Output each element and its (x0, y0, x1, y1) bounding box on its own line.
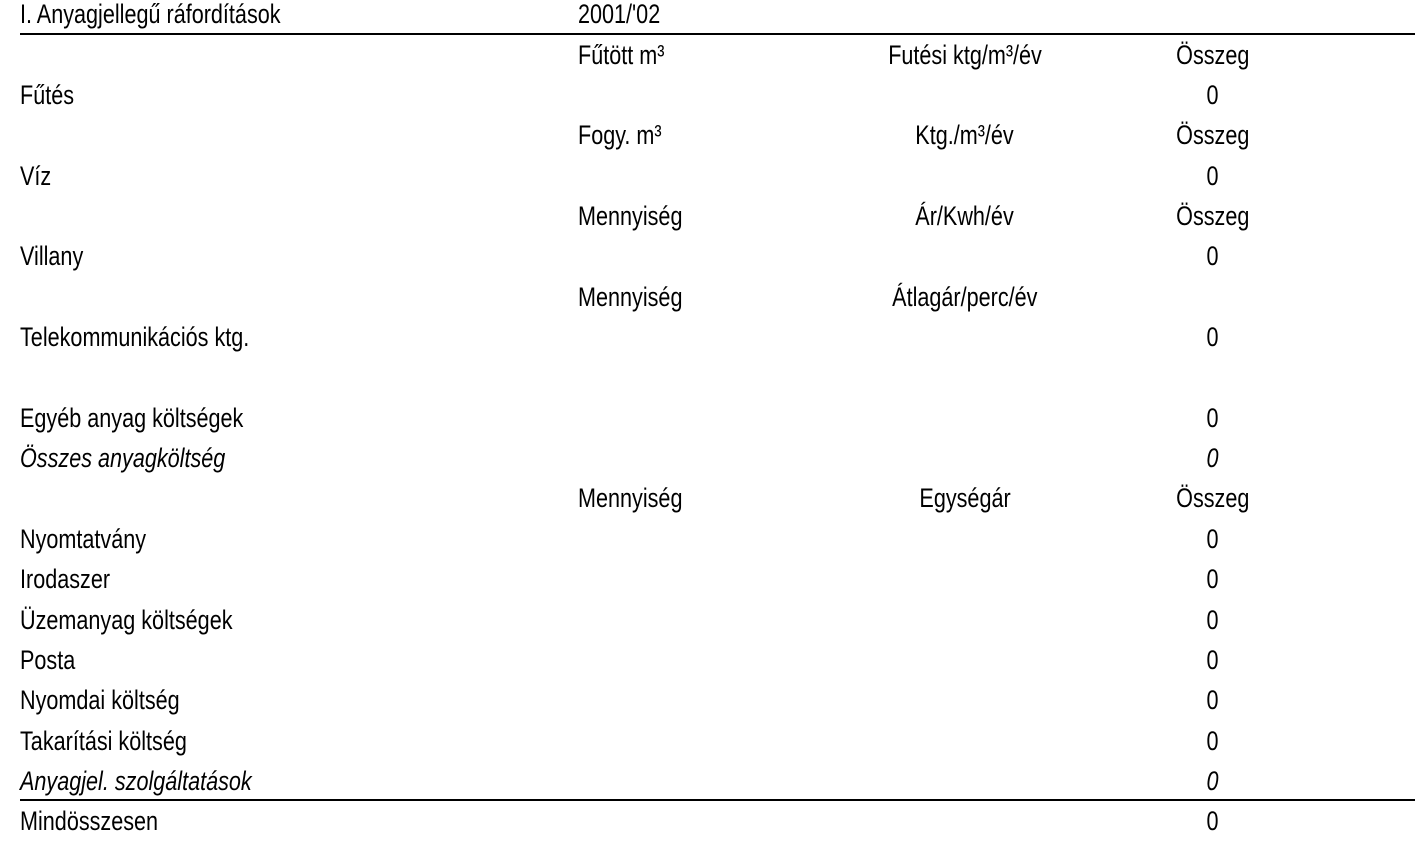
row-label: Egyéb anyag költségek (20, 402, 244, 433)
table-row: Üzemanyag költségek 0 (0, 604, 1415, 644)
total-row: Mindösszesen 0 (0, 805, 1415, 845)
row-label: Üzemanyag költségek (20, 604, 233, 635)
amount-cell: 0 (1206, 685, 1220, 716)
table-row: Összes anyagköltség 0 (0, 442, 1415, 482)
amount-cell: 0 (1206, 806, 1220, 837)
column-header-row: Mennyiség Egységár Összeg (0, 482, 1415, 522)
amount-cell: 0 (1206, 79, 1220, 110)
table-row: Villany 0 (0, 240, 1415, 280)
title-row: I. Anyagjellegű ráfordítások 2001/'02 (0, 0, 1415, 38)
table-row: Anyagjel. szolgáltatások 0 (0, 765, 1415, 805)
row-label: Nyomdai költség (20, 685, 180, 716)
column-header-row: Mennyiség Átlagár/perc/év (0, 281, 1415, 321)
row-label: Anyagjel. szolgáltatások (20, 765, 252, 796)
amount-cell: Összeg (1176, 39, 1250, 70)
column-header-row: Fűtött m³ Futési ktg/m³/év Összeg (0, 39, 1415, 79)
row-label: Posta (20, 644, 76, 675)
column-cell: Mennyiség (578, 281, 683, 312)
column-header-row: Fogy. m³ Ktg./m³/év Összeg (0, 119, 1415, 159)
amount-cell: 0 (1206, 644, 1220, 675)
table-row (0, 361, 1415, 401)
amount-cell: 0 (1206, 402, 1220, 433)
total-divider (20, 799, 1415, 801)
column-cell: Futési ktg/m³/év (888, 39, 1042, 70)
column-cell: Mennyiség (578, 201, 683, 231)
amount-cell: 0 (1206, 604, 1220, 635)
row-label: Takarítási költség (20, 725, 187, 756)
row-label: Irodaszer (20, 564, 111, 595)
amount-cell: 0 (1206, 765, 1220, 796)
row-label: Villany (20, 241, 84, 272)
amount-cell: 0 (1206, 322, 1220, 353)
table-row: Víz 0 (0, 160, 1415, 200)
column-cell: Egységár (919, 483, 1011, 514)
table-row: Nyomdai költség 0 (0, 684, 1415, 724)
row-label: Fűtés (20, 79, 75, 110)
column-cell: Mennyiség (578, 483, 683, 514)
amount-cell: 0 (1206, 160, 1220, 191)
amount-cell: Összeg (1176, 483, 1250, 514)
table-row: Posta 0 (0, 644, 1415, 684)
column-cell: Ktg./m³/év (915, 120, 1015, 151)
row-label: Összes anyagköltség (20, 443, 226, 474)
amount-cell: 0 (1206, 443, 1220, 474)
amount-cell: 0 (1206, 523, 1220, 554)
section-title: I. Anyagjellegű ráfordítások (20, 0, 281, 29)
table-row: Egyéb anyag költségek 0 (0, 402, 1415, 442)
column-cell: Fűtött m³ (578, 39, 665, 70)
amount-cell: 0 (1206, 725, 1220, 756)
table-row: Irodaszer 0 (0, 563, 1415, 603)
table-row: Fűtés 0 (0, 79, 1415, 119)
table-row: Nyomtatvány 0 (0, 523, 1415, 563)
row-label: Mindösszesen (20, 806, 159, 837)
year-label: 2001/'02 (578, 0, 661, 29)
table-row: Telekommunikációs ktg. 0 (0, 321, 1415, 361)
column-cell: Fogy. m³ (578, 120, 662, 151)
column-cell: Átlagár/perc/év (892, 281, 1038, 312)
column-header-row: Mennyiség Ár/Kwh/év Összeg (0, 200, 1415, 240)
row-label: Telekommunikációs ktg. (20, 322, 250, 353)
table-row: Takarítási költség 0 (0, 725, 1415, 765)
amount-cell: Összeg (1176, 120, 1250, 151)
column-cell: Ár/Kwh/év (915, 201, 1015, 231)
row-label: Nyomtatvány (20, 523, 147, 554)
top-divider (20, 33, 1415, 35)
amount-cell: Összeg (1176, 201, 1250, 231)
amount-cell: 0 (1206, 564, 1220, 595)
amount-cell: 0 (1206, 241, 1220, 272)
row-label: Víz (20, 160, 52, 191)
